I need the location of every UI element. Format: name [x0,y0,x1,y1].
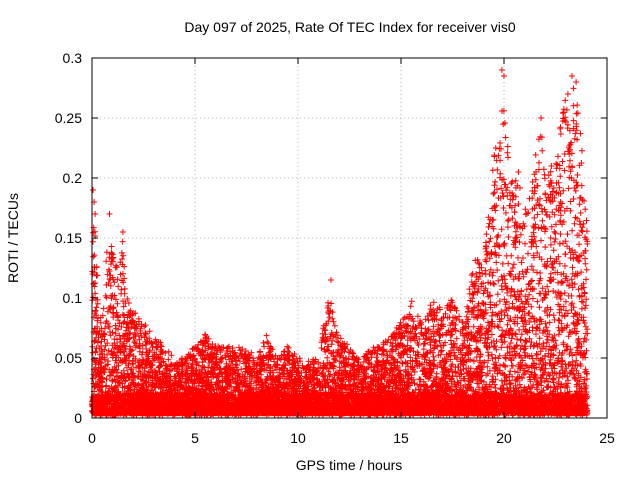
roti-points [89,67,591,419]
y-tick-label: 0.3 [63,50,83,66]
y-tick-label: 0.05 [55,350,82,366]
data-points [89,67,591,419]
chart-title: Day 097 of 2025, Rate Of TEC Index for r… [184,19,515,35]
x-tick-label: 25 [599,430,615,446]
x-tick-label: 10 [290,430,306,446]
y-tick-label: 0.25 [55,110,82,126]
y-tick-label: 0.1 [63,290,83,306]
y-tick-label: 0.15 [55,230,82,246]
x-axis-label: GPS time / hours [296,457,403,473]
x-tick-label: 5 [191,430,199,446]
x-tick-label: 20 [496,430,512,446]
x-tick-label: 0 [88,430,96,446]
y-axis-label: ROTI / TECUs [5,193,21,283]
x-tick-labels: 0 5 10 15 20 25 [88,430,615,446]
y-tick-labels: 0 0.05 0.1 0.15 0.2 0.25 0.3 [55,50,82,426]
y-tick-label: 0 [74,410,82,426]
axis-ticks [91,57,608,419]
y-tick-label: 0.2 [63,170,83,186]
x-tick-label: 15 [393,430,409,446]
